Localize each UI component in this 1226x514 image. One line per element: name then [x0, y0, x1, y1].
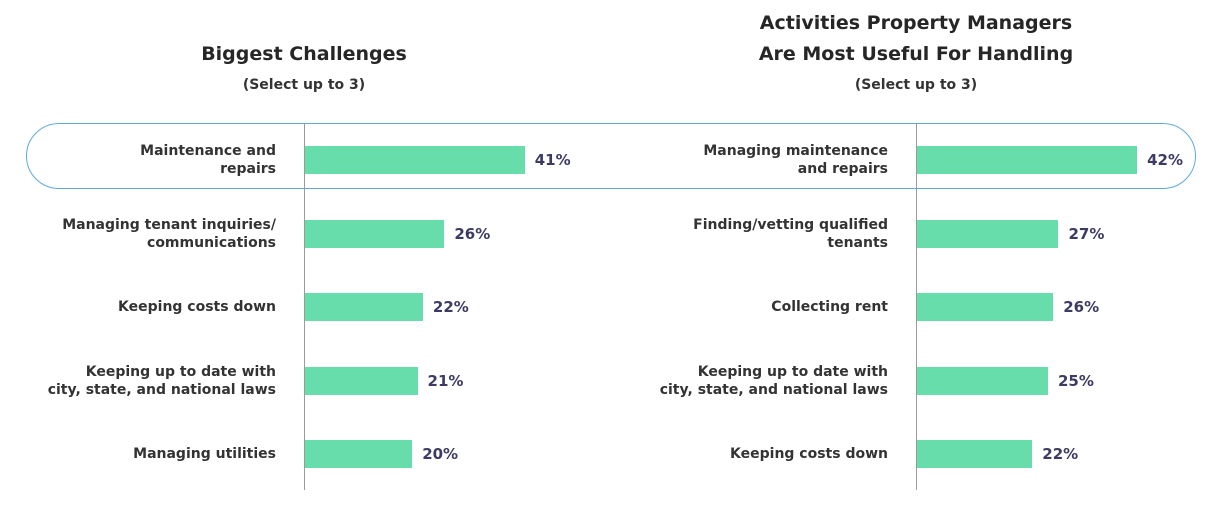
category-label-line: Keeping up to date with: [697, 364, 888, 380]
value-label: 25%: [1058, 372, 1094, 390]
value-label: 27%: [1068, 225, 1105, 243]
category-label-line: Managing tenant inquiries/: [62, 217, 276, 233]
category-label: Managing tenant inquiries/communications: [16, 216, 276, 252]
category-label: Managing utilities: [16, 445, 276, 463]
bar: [917, 293, 1054, 321]
bar: [917, 146, 1138, 174]
bar: [917, 440, 1033, 468]
category-label-line: Keeping up to date with: [85, 364, 276, 380]
bar: [305, 293, 423, 321]
category-label-line: communications: [147, 235, 276, 251]
category-label: Finding/vetting qualified tenants: [628, 216, 888, 252]
bar: [305, 146, 525, 174]
category-label-line: and repairs: [797, 161, 888, 177]
bar: [305, 220, 445, 248]
category-label: Keeping up to date with city, state, and …: [628, 363, 888, 399]
category-label: Managing maintenance and repairs: [628, 142, 888, 178]
value-label: 41%: [534, 151, 571, 169]
category-label-line: Finding/vetting qualified: [693, 217, 888, 233]
chart-axis: [916, 124, 917, 490]
value-label: 26%: [1063, 298, 1100, 316]
category-label-line: Keeping costs down: [118, 299, 276, 315]
category-label-line: Managing maintenance: [703, 143, 888, 159]
chart-title: Activities Property Managers Are Most Us…: [758, 12, 1074, 65]
category-label-line: repairs: [220, 161, 276, 177]
value-label: 22%: [432, 298, 469, 316]
bar: [305, 367, 418, 395]
category-label-line: Collecting rent: [771, 299, 888, 315]
category-label: Keeping costs down: [628, 445, 888, 463]
bar: [305, 440, 413, 468]
top-row-highlight-outline: [26, 123, 1196, 189]
category-label: Collecting rent: [628, 298, 888, 316]
category-label-line: Maintenance and: [140, 143, 276, 159]
chart-subtitle: (Select up to 3): [242, 77, 366, 93]
value-label: 20%: [422, 445, 459, 463]
category-label-line: Managing utilities: [133, 446, 276, 462]
category-label-line: tenants: [827, 235, 888, 251]
category-label-line: city, state, and national laws: [47, 382, 276, 398]
category-label: Keeping costs down: [16, 298, 276, 316]
bar: [917, 367, 1048, 395]
chart-title: Biggest Challenges: [201, 43, 407, 65]
chart-subtitle: (Select up to 3): [854, 77, 978, 93]
chart-axis: [304, 124, 305, 490]
bar: [917, 220, 1059, 248]
category-label-line: Keeping costs down: [730, 446, 888, 462]
value-label: 26%: [454, 225, 491, 243]
value-label: 21%: [427, 372, 464, 390]
category-label-line: city, state, and national laws: [659, 382, 888, 398]
category-label: Keeping up to date with city, state, and …: [16, 363, 276, 399]
category-label: Maintenance and repairs: [16, 142, 276, 178]
value-label: 22%: [1042, 445, 1079, 463]
